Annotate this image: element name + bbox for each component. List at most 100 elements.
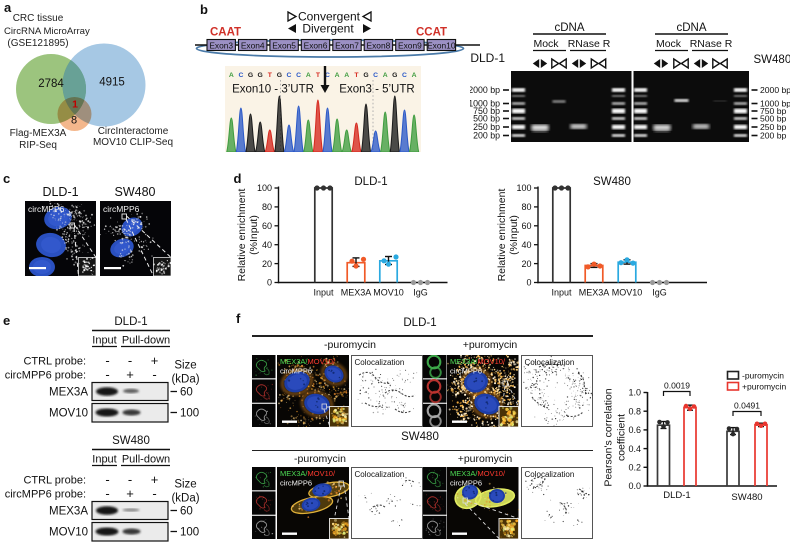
svg-text:Divergent: Divergent [302, 22, 354, 36]
svg-text:G: G [363, 72, 368, 79]
svg-text:60: 60 [521, 221, 531, 231]
svg-text:MOV10: MOV10 [49, 527, 88, 539]
svg-text:Input: Input [92, 454, 116, 466]
svg-text:2784: 2784 [38, 78, 64, 90]
svg-text:Exon6: Exon6 [304, 40, 328, 50]
svg-text:Colocalization: Colocalization [354, 358, 404, 367]
svg-text:Exon4: Exon4 [241, 40, 265, 50]
svg-text:CTRL probe:: CTRL probe: [23, 475, 86, 487]
svg-text:Exon3: Exon3 [209, 40, 233, 50]
svg-text:A: A [344, 72, 349, 79]
svg-text:-: - [105, 486, 109, 501]
svg-text:C: C [402, 72, 407, 79]
svg-text:A: A [383, 72, 388, 79]
svg-text:G: G [277, 72, 282, 79]
svg-text:SW480: SW480 [731, 492, 762, 503]
svg-text:0: 0 [267, 278, 272, 288]
svg-text:circMPP6: circMPP6 [280, 479, 312, 488]
svg-text:RNase R: RNase R [690, 38, 733, 50]
svg-text:CTRL probe:: CTRL probe: [23, 356, 86, 368]
svg-text:Colocalization: Colocalization [524, 470, 574, 479]
svg-text:MEX3A: MEX3A [49, 387, 88, 399]
svg-text:Exon3 - 5’UTR: Exon3 - 5’UTR [339, 84, 414, 96]
svg-text:circMPP6 probe:: circMPP6 probe: [5, 489, 86, 501]
svg-text:2000 bp: 2000 bp [760, 85, 790, 95]
svg-text:circMPP6: circMPP6 [28, 204, 65, 214]
svg-text:IgG: IgG [652, 288, 667, 298]
svg-text:MEX3A: MEX3A [341, 288, 372, 298]
svg-text:MEX3A/MOV10/: MEX3A/MOV10/ [280, 469, 336, 478]
svg-text:-: - [105, 367, 109, 382]
svg-text:SW480: SW480 [754, 54, 790, 66]
svg-text:Size: Size [174, 360, 196, 372]
svg-text:C: C [296, 72, 301, 79]
svg-text:100: 100 [180, 408, 199, 420]
svg-text:0: 0 [526, 278, 531, 288]
svg-text:(kDa): (kDa) [171, 374, 199, 386]
svg-text:-: - [128, 353, 132, 368]
svg-text:Colocalization: Colocalization [524, 358, 574, 367]
svg-text:0.0491: 0.0491 [734, 401, 760, 411]
svg-text:A: A [229, 72, 234, 79]
svg-text:Pull-down: Pull-down [122, 454, 170, 466]
svg-text:4915: 4915 [99, 77, 125, 89]
svg-text:MEX3A/MOV10/: MEX3A/MOV10/ [450, 469, 506, 478]
svg-text:G: G [258, 72, 263, 79]
svg-text:Mock: Mock [656, 38, 682, 50]
svg-text:Pull-down: Pull-down [122, 335, 170, 347]
svg-text:-: - [105, 353, 109, 368]
svg-text:MEX3A/MOV10/: MEX3A/MOV10/ [280, 357, 336, 366]
svg-text:80: 80 [521, 202, 531, 212]
svg-text:DLD-1: DLD-1 [470, 51, 505, 65]
svg-text:C: C [287, 72, 292, 79]
svg-text:circMPP6: circMPP6 [450, 479, 482, 488]
svg-text:A: A [412, 72, 417, 79]
svg-text:Exon9: Exon9 [398, 40, 422, 50]
svg-text:20: 20 [521, 259, 531, 269]
svg-text:+: + [151, 353, 159, 368]
svg-text:200 bp: 200 bp [473, 131, 500, 141]
svg-text:cDNA: cDNA [554, 22, 584, 34]
svg-text:+puromycin: +puromycin [742, 382, 786, 392]
svg-text:60: 60 [180, 387, 193, 399]
svg-text:-: - [152, 486, 156, 501]
svg-text:+: + [126, 486, 134, 501]
svg-text:circMPP6 probe:: circMPP6 probe: [5, 370, 86, 382]
svg-text:(kDa): (kDa) [171, 493, 199, 505]
svg-text:circMPP6: circMPP6 [103, 204, 140, 214]
svg-text:MEX3A: MEX3A [579, 288, 610, 298]
svg-text:-: - [105, 472, 109, 487]
svg-text:Exon10: Exon10 [427, 40, 456, 50]
svg-text:40: 40 [262, 240, 272, 250]
svg-text:C: C [373, 72, 378, 79]
svg-text:A: A [306, 72, 311, 79]
svg-text:SW480: SW480 [593, 176, 631, 188]
svg-text:Exon7: Exon7 [335, 40, 359, 50]
svg-text:CAAT: CAAT [210, 27, 241, 39]
svg-text:8: 8 [71, 115, 77, 127]
svg-text:circMPP6: circMPP6 [280, 366, 312, 375]
svg-text:MOV10: MOV10 [49, 408, 88, 420]
svg-text:MOV10: MOV10 [612, 288, 643, 298]
svg-text:C: C [238, 72, 243, 79]
svg-text:1: 1 [72, 99, 78, 111]
svg-text:DLD-1: DLD-1 [354, 176, 387, 188]
svg-text:-: - [128, 472, 132, 487]
svg-text:-: - [152, 367, 156, 382]
svg-text:20: 20 [262, 259, 272, 269]
svg-text:Input: Input [313, 288, 334, 298]
svg-text:Colocalization: Colocalization [354, 470, 404, 479]
svg-text:MEX3A/MOV10/: MEX3A/MOV10/ [450, 357, 506, 366]
svg-text:80: 80 [262, 202, 272, 212]
svg-text:Input: Input [92, 335, 116, 347]
svg-text:RNase R: RNase R [568, 38, 611, 50]
svg-text:MEX3A: MEX3A [49, 506, 88, 518]
svg-text:CCAT: CCAT [416, 27, 447, 39]
svg-text:Input: Input [551, 288, 572, 298]
svg-text:+: + [126, 367, 134, 382]
svg-text:Mock: Mock [533, 38, 559, 50]
svg-text:-puromycin: -puromycin [742, 371, 784, 381]
svg-text:Exon5: Exon5 [272, 40, 296, 50]
svg-text:40: 40 [521, 240, 531, 250]
svg-text:100: 100 [180, 527, 199, 539]
